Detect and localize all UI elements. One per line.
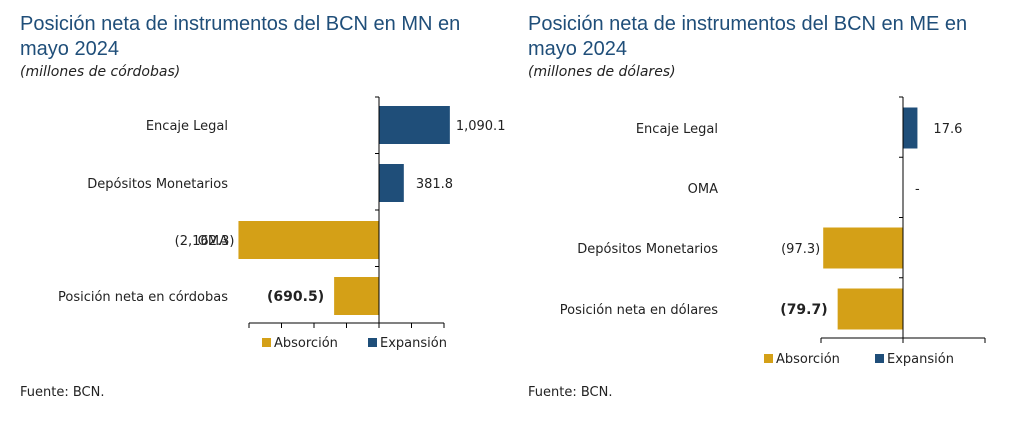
- legend-label: Expansión: [380, 336, 447, 351]
- data-label: (79.7): [780, 302, 827, 318]
- bar-absorcion: [823, 227, 903, 269]
- source-note: Fuente: BCN.: [20, 385, 105, 400]
- bar-expansion: [379, 106, 450, 144]
- chart-subtitle: (millones de dólares): [528, 64, 676, 80]
- legend-swatch: [875, 354, 884, 363]
- legend-swatch: [262, 338, 271, 347]
- data-label: (2,162.3): [175, 234, 235, 249]
- source-note: Fuente: BCN.: [528, 385, 613, 400]
- category-label: Posición neta en córdobas: [58, 290, 228, 305]
- legend-swatch: [368, 338, 377, 347]
- bar-absorcion: [334, 277, 379, 315]
- bar-absorcion: [837, 288, 903, 330]
- category-label: Encaje Legal: [146, 119, 228, 134]
- chart-panel-mn: Posición neta de instrumentos del BCN en…: [20, 13, 506, 400]
- data-label: (97.3): [781, 242, 820, 257]
- chart-title: Posición neta de instrumentos del BCN en…: [528, 13, 968, 60]
- legend-label: Expansión: [887, 352, 954, 367]
- category-label: OMA: [688, 182, 718, 197]
- legend-label: Absorción: [274, 336, 338, 351]
- bar-absorcion: [238, 221, 379, 259]
- chart-title: Posición neta de instrumentos del BCN en…: [20, 13, 461, 60]
- category-label: Depósitos Monetarios: [87, 177, 228, 192]
- bar-expansion: [379, 164, 404, 202]
- chart-subtitle: (millones de córdobas): [20, 64, 181, 80]
- data-label: 17.6: [933, 122, 962, 137]
- legend-label: Absorción: [776, 352, 840, 367]
- category-label: Posición neta en dólares: [560, 303, 718, 318]
- chart-mn: Encaje Legal Depósitos Monetarios OMA Posic…: [58, 96, 506, 351]
- legend-swatch: [764, 354, 773, 363]
- category-label: Depósitos Monetarios: [577, 242, 718, 257]
- data-label: (690.5): [267, 289, 324, 305]
- bar-expansion: [903, 107, 918, 149]
- category-label: OMA: [198, 234, 228, 249]
- data-label: 381.8: [416, 177, 453, 192]
- chart-me: Encaje Legal OMA Depósitos Monetarios Posic…: [560, 96, 986, 367]
- category-label: Encaje Legal: [636, 122, 718, 137]
- chart-panel-me: Posición neta de instrumentos del BCN en…: [509, 0, 1018, 424]
- data-label: -: [915, 182, 920, 197]
- data-label: 1,090.1: [456, 119, 506, 134]
